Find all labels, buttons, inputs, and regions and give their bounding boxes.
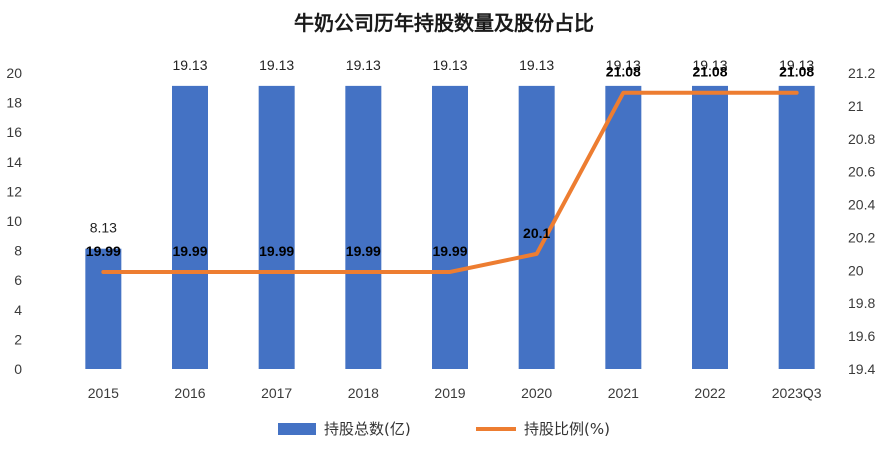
right-tick-label: 19.8 xyxy=(848,295,875,311)
bar xyxy=(778,85,815,369)
right-tick-label: 21 xyxy=(848,98,864,114)
x-tick-label: 2022 xyxy=(694,385,725,401)
bar xyxy=(172,85,208,369)
line-value-label: 21.08 xyxy=(606,64,641,80)
line-value-label: 21.08 xyxy=(692,64,727,80)
right-tick-label: 20.2 xyxy=(848,229,875,245)
line-value-label: 19.99 xyxy=(346,243,381,259)
x-axis: 2015 2016 2017 2018 2019 2020 2021 2022 2023Q3 xyxy=(88,385,822,401)
left-tick-label: 6 xyxy=(14,272,22,288)
bar-series xyxy=(85,85,815,369)
right-tick-label: 19.6 xyxy=(848,328,875,344)
legend: 持股总数(亿) 持股比例(%) xyxy=(278,420,610,438)
right-axis: 19.4 19.6 19.8 20 20.2 20.4 20.6 20.8 21 21.2 xyxy=(848,65,875,377)
line-data-labels: 19.99 19.99 19.99 19.99 19.99 20.1 21.08 21.08 2… xyxy=(86,64,815,259)
right-tick-label: 21.2 xyxy=(848,65,875,81)
left-tick-label: 12 xyxy=(6,183,22,199)
right-tick-label: 20.4 xyxy=(848,197,875,213)
x-tick-label: 2020 xyxy=(521,385,552,401)
bar-value-label: 19.13 xyxy=(779,57,814,73)
left-tick-label: 8 xyxy=(14,243,22,259)
x-tick-label: 2021 xyxy=(608,385,639,401)
bar-value-label: 19.13 xyxy=(172,57,207,73)
left-tick-label: 2 xyxy=(14,331,22,347)
line-series xyxy=(101,90,799,274)
line-value-label: 19.99 xyxy=(86,243,121,259)
bar xyxy=(692,85,728,369)
x-tick-label: 2023Q3 xyxy=(772,385,822,401)
bar-value-label: 19.13 xyxy=(259,57,294,73)
left-tick-label: 10 xyxy=(6,213,22,229)
bar xyxy=(345,85,382,369)
left-tick-label: 14 xyxy=(6,154,22,170)
right-tick-label: 20.6 xyxy=(848,164,875,180)
x-tick-label: 2016 xyxy=(174,385,205,401)
bar-value-label: 19.13 xyxy=(519,57,554,73)
bar-value-label: 8.13 xyxy=(90,220,117,236)
legend-swatch-bar xyxy=(278,423,316,435)
bar-data-labels: 8.13 19.13 19.13 19.13 19.13 19.13 19.13 19.13 1… xyxy=(90,57,815,236)
line-value-label: 19.99 xyxy=(259,243,294,259)
right-tick-label: 19.4 xyxy=(848,361,875,377)
bar xyxy=(85,248,122,369)
line-value-label: 19.99 xyxy=(172,243,207,259)
chart-title: 牛奶公司历年持股数量及股份占比 xyxy=(294,11,594,35)
x-tick-label: 2019 xyxy=(434,385,465,401)
bar-value-label: 19.13 xyxy=(432,57,467,73)
bar-value-label: 19.13 xyxy=(606,57,641,73)
bar xyxy=(258,85,295,369)
bar-value-label: 19.13 xyxy=(346,57,381,73)
x-tick-label: 2017 xyxy=(261,385,292,401)
legend-label-line: 持股比例(%) xyxy=(524,420,610,438)
legend-label-bar: 持股总数(亿) xyxy=(324,420,411,438)
left-tick-label: 4 xyxy=(14,302,22,318)
right-tick-label: 20.8 xyxy=(848,131,875,147)
bar xyxy=(432,85,468,369)
bar xyxy=(605,85,642,369)
line-value-label: 21.08 xyxy=(779,64,814,80)
line-value-label: 20.1 xyxy=(523,225,550,241)
x-tick-label: 2018 xyxy=(348,385,379,401)
bar-value-label: 19.13 xyxy=(692,57,727,73)
left-tick-label: 18 xyxy=(6,95,22,111)
left-axis: 0 2 4 6 8 10 12 14 16 18 20 xyxy=(6,65,22,377)
left-tick-label: 16 xyxy=(6,124,22,140)
x-tick-label: 2015 xyxy=(88,385,119,401)
left-tick-label: 0 xyxy=(14,361,22,377)
left-tick-label: 20 xyxy=(6,65,22,81)
line-value-label: 19.99 xyxy=(432,243,467,259)
right-tick-label: 20 xyxy=(848,262,864,278)
